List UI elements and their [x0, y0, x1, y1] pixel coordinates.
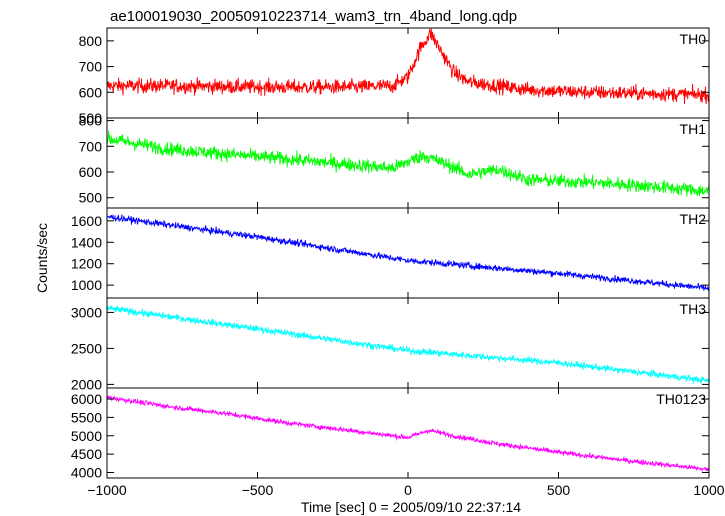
x-tick-label: −500: [242, 482, 274, 498]
y-tick-label: 800: [79, 33, 103, 49]
y-tick-label: 700: [79, 59, 103, 75]
series-line-th2: [107, 214, 709, 292]
y-tick-label: 2500: [71, 340, 102, 356]
chart-title: ae100019030_20050910223714_wam3_trn_4ban…: [110, 8, 517, 25]
y-tick-label: 1600: [71, 213, 102, 229]
y-tick-label: 5000: [71, 428, 102, 444]
y-tick-label: 3000: [71, 304, 102, 320]
panel-th0123: 4000 4500 5000 5500 6000 TH0123: [71, 387, 710, 480]
panel-frame: [106, 387, 710, 479]
series-line-th1: [107, 130, 709, 197]
y-tick-label: 4000: [71, 464, 102, 480]
x-tick-label: 0: [404, 482, 412, 498]
y-tick-label: 1200: [71, 256, 102, 272]
y-tick-label: 1400: [71, 234, 102, 250]
series-label-th0123: TH0123: [656, 391, 706, 407]
panel-th0: 500 600 700 800 TH0: [79, 27, 710, 126]
series-label-th2: TH2: [680, 211, 707, 227]
x-tick-label: 500: [547, 482, 571, 498]
y-tick-label: 800: [79, 113, 103, 129]
y-tick-label: 6000: [71, 391, 102, 407]
series-label-th3: TH3: [680, 301, 707, 317]
y-tick-label: 4500: [71, 446, 102, 462]
y-axis-label: Counts/sec: [34, 223, 50, 293]
y-tick-label: 5500: [71, 409, 102, 425]
panel-frame: [106, 297, 710, 389]
x-tick-label: 1000: [693, 482, 724, 498]
x-tick-label: −1000: [87, 482, 127, 498]
x-tick-labels: −1000 −500 0 500 1000: [87, 482, 724, 498]
panel-frame: [106, 207, 710, 299]
y-tick-label: 500: [79, 190, 103, 206]
panel-th2: 1000 1200 1400 1600 TH2: [71, 207, 710, 299]
series-label-th0: TH0: [680, 31, 707, 47]
series-label-th1: TH1: [680, 121, 707, 137]
y-tick-label: 600: [79, 84, 103, 100]
panel-th3: 2000 2500 3000 TH3: [71, 297, 710, 392]
series-line-th3: [107, 304, 709, 385]
y-tick-label: 2000: [71, 376, 102, 392]
x-axis-label: Time [sec] 0 = 2005/09/10 22:37:14: [301, 499, 521, 515]
y-tick-label: 600: [79, 164, 103, 180]
panels-group: 500 600 700 800 TH0 500 600 700 800 TH1 1000 1200 14…: [71, 27, 725, 498]
panel-th1: 500 600 700 800 TH1: [79, 113, 710, 209]
series-line-th0: [107, 28, 709, 105]
y-tick-label: 500: [79, 110, 103, 126]
y-tick-label: 1000: [71, 277, 102, 293]
series-line-th0123: [107, 394, 709, 473]
y-tick-label: 700: [79, 138, 103, 154]
